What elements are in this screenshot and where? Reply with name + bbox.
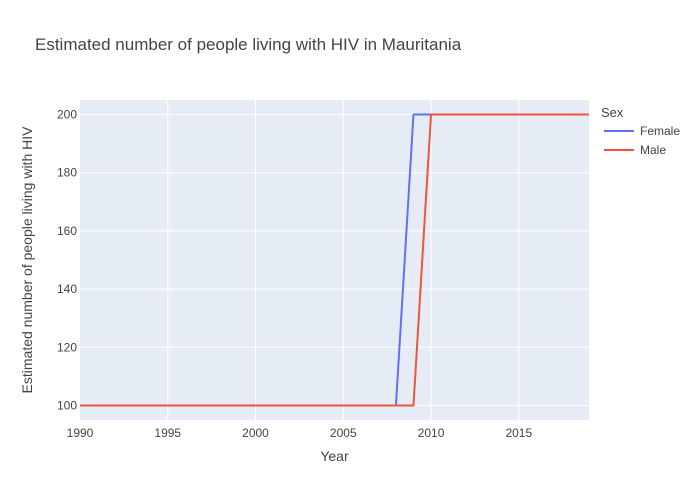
x-tick-label: 2010 bbox=[418, 426, 445, 440]
legend-label: Male bbox=[640, 143, 666, 157]
y-tick-label: 200 bbox=[57, 108, 77, 122]
legend[interactable]: Sex Female Male bbox=[601, 105, 680, 157]
legend-label: Female bbox=[640, 124, 680, 138]
y-tick-labels: 100 120 140 160 180 200 bbox=[57, 108, 77, 413]
y-axis-title: Estimated number of people living with H… bbox=[19, 126, 35, 394]
y-tick-label: 160 bbox=[57, 224, 77, 238]
legend-item-female[interactable]: Female bbox=[604, 124, 680, 138]
plot-area bbox=[80, 100, 589, 420]
x-axis-title: Year bbox=[320, 448, 349, 464]
x-tick-label: 1995 bbox=[154, 426, 181, 440]
legend-title: Sex bbox=[601, 105, 624, 120]
series-lines bbox=[80, 113, 589, 407]
x-tick-label: 2000 bbox=[242, 426, 269, 440]
y-tick-label: 100 bbox=[57, 398, 77, 412]
legend-item-male[interactable]: Male bbox=[604, 143, 666, 157]
y-tick-label: 140 bbox=[57, 282, 77, 296]
x-tick-label: 2015 bbox=[505, 426, 532, 440]
chart-title: Estimated number of people living with H… bbox=[35, 35, 462, 54]
x-tick-labels: 1990 1995 2000 2005 2010 2015 bbox=[67, 426, 533, 440]
x-tick-label: 2005 bbox=[330, 426, 357, 440]
series-line-male[interactable] bbox=[80, 113, 589, 407]
x-tick-label: 1990 bbox=[67, 426, 94, 440]
y-tick-label: 180 bbox=[57, 166, 77, 180]
y-tick-label: 120 bbox=[57, 340, 77, 354]
